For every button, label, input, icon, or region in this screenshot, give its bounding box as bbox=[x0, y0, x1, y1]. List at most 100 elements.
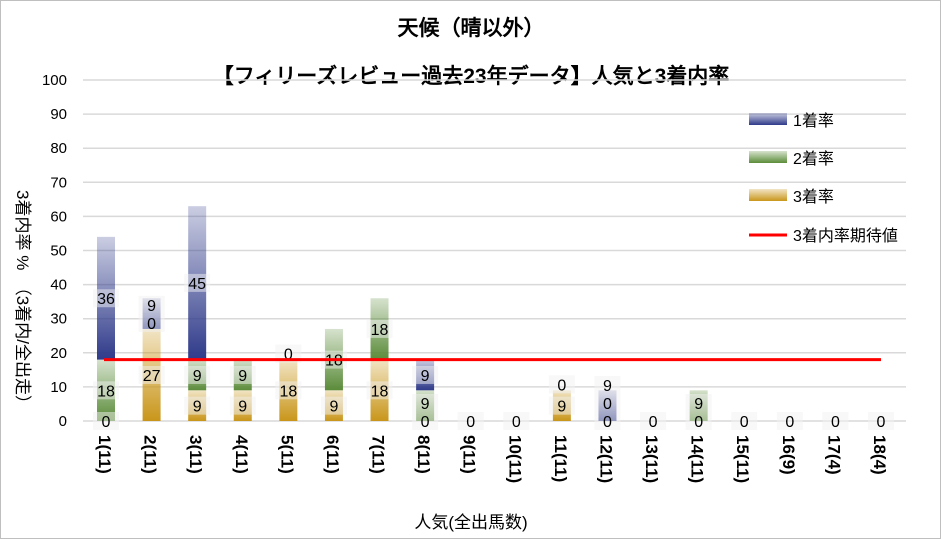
data-label: 0 bbox=[649, 414, 658, 431]
data-label: 9 bbox=[557, 399, 566, 416]
data-label-bg bbox=[868, 412, 894, 430]
legend-label: 3着内率期待値 bbox=[793, 227, 898, 245]
data-label: 0 bbox=[740, 414, 749, 431]
data-label-bg bbox=[138, 365, 165, 384]
data-label-bg bbox=[184, 365, 211, 384]
y-tick-label: 30 bbox=[50, 311, 67, 328]
data-label: 18 bbox=[279, 383, 297, 400]
y-tick-label: 80 bbox=[50, 140, 67, 157]
data-label-bg bbox=[594, 412, 621, 430]
data-label-bg bbox=[731, 412, 758, 430]
data-label: 9 bbox=[329, 399, 338, 416]
legend-swatch bbox=[749, 113, 787, 125]
x-tick-label: 11(11) bbox=[551, 435, 570, 482]
data-label-bg bbox=[412, 394, 439, 412]
x-tick-label: 1(11) bbox=[95, 435, 114, 474]
data-label: 0 bbox=[831, 414, 840, 431]
data-label: 0 bbox=[785, 414, 794, 431]
data-label: 36 bbox=[97, 291, 115, 308]
x-tick-label: 18(4) bbox=[870, 435, 889, 475]
chart-subtitle: 【フィリーズレビュー過去23年データ】人気と3着内率 bbox=[213, 64, 730, 88]
data-label-bg bbox=[457, 412, 484, 430]
data-label: 9 bbox=[193, 399, 202, 416]
data-label: 0 bbox=[466, 414, 475, 431]
data-label: 0 bbox=[147, 316, 156, 333]
data-label: 0 bbox=[284, 347, 293, 364]
data-label: 0 bbox=[421, 414, 430, 431]
x-tick-label: 15(11) bbox=[733, 435, 752, 483]
y-tick-label: 90 bbox=[50, 106, 67, 123]
y-tick-label: 100 bbox=[42, 72, 67, 89]
data-label: 0 bbox=[557, 377, 566, 394]
data-label-bg bbox=[184, 396, 211, 415]
data-label-bg bbox=[138, 295, 165, 314]
data-label: 9 bbox=[603, 378, 612, 395]
data-label: 0 bbox=[603, 414, 612, 431]
data-label-bg bbox=[822, 412, 849, 430]
legend-label: 2着率 bbox=[793, 150, 834, 168]
data-label-bg bbox=[503, 412, 530, 430]
data-label: 9 bbox=[694, 396, 703, 413]
y-tick-label: 70 bbox=[50, 174, 67, 191]
data-label: 9 bbox=[238, 399, 247, 416]
x-tick-label: 2(11) bbox=[141, 435, 160, 474]
data-label: 0 bbox=[877, 414, 886, 431]
y-axis-label: 3着内率 % （3着内/全出走） bbox=[13, 190, 32, 412]
y-tick-label: 10 bbox=[50, 379, 67, 396]
data-label: 0 bbox=[512, 414, 521, 431]
data-label: 18 bbox=[371, 383, 389, 400]
data-label-bg bbox=[412, 365, 439, 384]
data-label-bg bbox=[776, 412, 803, 430]
data-label-bg bbox=[548, 375, 575, 394]
x-tick-label: 13(11) bbox=[642, 435, 661, 483]
x-tick-label: 8(11) bbox=[414, 435, 433, 474]
data-label: 27 bbox=[143, 368, 161, 385]
data-label-bg bbox=[366, 381, 393, 400]
data-label: 0 bbox=[694, 414, 703, 431]
data-label-bg bbox=[594, 376, 621, 394]
legend-label: 1着率 bbox=[793, 112, 834, 130]
x-tick-label: 3(11) bbox=[186, 435, 205, 474]
data-label-bg bbox=[320, 396, 347, 415]
data-label-bg bbox=[93, 412, 119, 430]
data-label-bg bbox=[229, 365, 256, 384]
y-tick-label: 0 bbox=[59, 413, 67, 430]
data-label: 0 bbox=[102, 414, 111, 431]
y-tick-label: 40 bbox=[50, 277, 67, 294]
data-label-bg bbox=[184, 273, 211, 292]
data-label: 9 bbox=[421, 368, 430, 385]
x-axis-label: 人気(全出馬数) bbox=[414, 513, 527, 532]
y-tick-label: 20 bbox=[50, 345, 67, 362]
data-label-bg bbox=[548, 396, 575, 415]
data-label: 18 bbox=[97, 383, 115, 400]
data-label-bg bbox=[229, 396, 256, 415]
x-tick-label: 6(11) bbox=[323, 435, 342, 474]
data-label-bg bbox=[685, 394, 712, 412]
y-tick-label: 60 bbox=[50, 208, 67, 225]
data-label-bg bbox=[640, 412, 667, 430]
data-label-bg bbox=[93, 381, 119, 400]
data-label-bg bbox=[594, 394, 621, 412]
x-tick-label: 9(11) bbox=[460, 435, 479, 474]
legend-swatch bbox=[749, 151, 787, 163]
x-tick-label: 10(11) bbox=[505, 435, 524, 483]
chart-title: 天候（晴以外） bbox=[398, 16, 545, 40]
x-tick-label: 14(11) bbox=[688, 435, 707, 483]
data-label: 9 bbox=[238, 368, 247, 385]
data-label-bg bbox=[138, 313, 165, 332]
data-label: 45 bbox=[188, 276, 206, 293]
data-label-bg bbox=[275, 381, 302, 400]
x-tick-label: 17(4) bbox=[824, 435, 843, 475]
data-label: 0 bbox=[603, 396, 612, 413]
data-label-bg bbox=[685, 412, 712, 430]
legend-label: 3着率 bbox=[793, 188, 834, 206]
x-tick-label: 16(9) bbox=[779, 435, 798, 475]
data-label: 18 bbox=[371, 322, 389, 339]
data-label: 9 bbox=[193, 368, 202, 385]
data-label: 9 bbox=[147, 298, 156, 315]
x-tick-label: 7(11) bbox=[369, 435, 388, 474]
x-tick-label: 5(11) bbox=[277, 435, 296, 474]
x-tick-label: 4(11) bbox=[232, 435, 251, 474]
